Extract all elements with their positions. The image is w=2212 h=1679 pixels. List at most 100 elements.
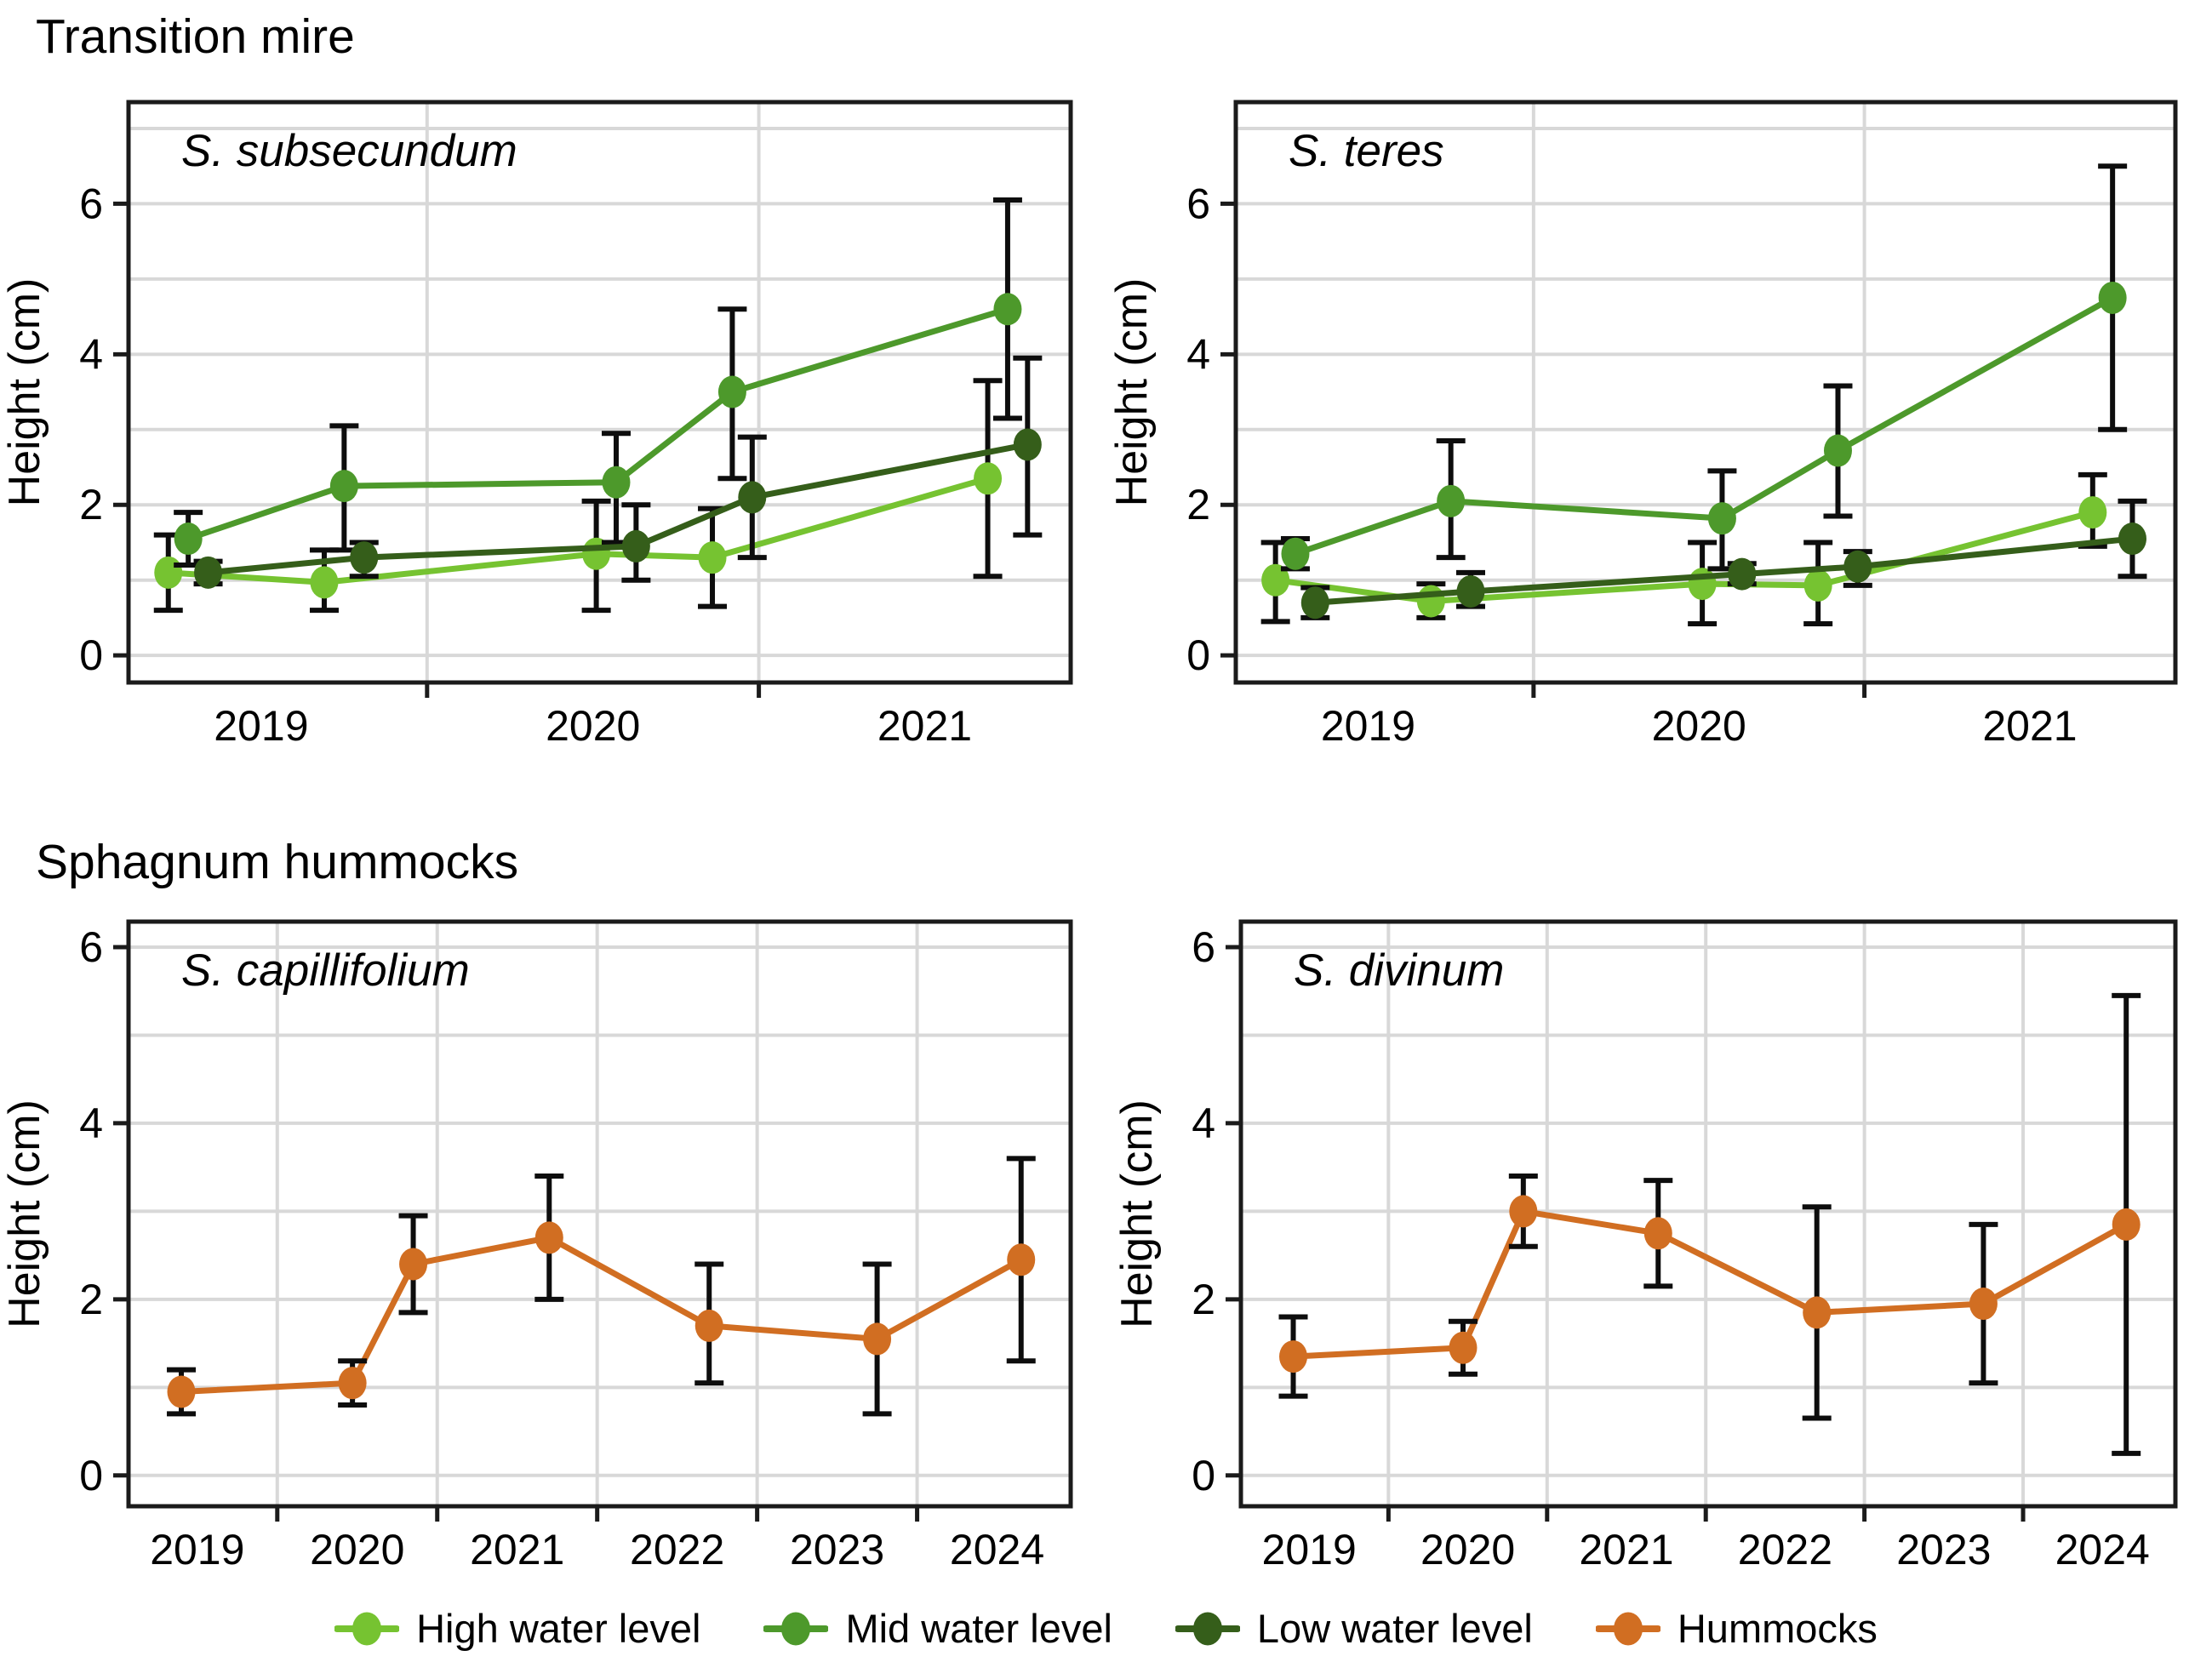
legend-label: Mid water level	[845, 1606, 1112, 1651]
y-tick-label: 4	[79, 330, 103, 378]
series-hummocks	[167, 1156, 1036, 1417]
tick-labels: 0 2 4 6 2019 2020 2021	[79, 180, 972, 750]
data-point	[1281, 537, 1310, 570]
data-point	[1823, 434, 1852, 467]
data-point	[1449, 1331, 1478, 1364]
y-tick-label: 0	[79, 631, 103, 679]
data-point	[329, 470, 358, 503]
gridlines	[129, 102, 1071, 682]
y-tick-label: 4	[79, 1099, 103, 1147]
series-line	[178, 1234, 1025, 1395]
markers-mid-water-level	[174, 293, 1022, 556]
chart-panel-s-capillifolium: 0 2 4 6 2019 2020 2021 2022 2023 2024 S. capillifo…	[0, 894, 1106, 1604]
high-water-level-marker-icon	[334, 1612, 400, 1645]
data-point	[694, 1309, 723, 1342]
panel-title: S. capillifolium	[181, 945, 470, 996]
x-tick-label: 2023	[790, 1526, 884, 1573]
data-point	[2118, 523, 2146, 556]
y-axis-title: Height (cm)	[1107, 278, 1157, 507]
legend-label: Hummocks	[1677, 1606, 1878, 1651]
panel-title: S. teres	[1289, 126, 1444, 176]
y-axis-title: Height (cm)	[1112, 1099, 1162, 1328]
series-low-water-level	[1300, 498, 2147, 620]
series-mid-water-level	[1280, 163, 2128, 572]
data-point	[1300, 586, 1329, 620]
x-tick-label: 2021	[1982, 702, 2077, 750]
data-point	[154, 556, 183, 589]
data-point	[1728, 557, 1757, 591]
x-tick-label: 2020	[1420, 1526, 1515, 1573]
series-low-water-level	[193, 355, 1043, 589]
panel-border	[1233, 100, 2178, 685]
x-tick-label: 2021	[1579, 1526, 1673, 1573]
legend-item-low-water-level: Low water level	[1175, 1605, 1533, 1652]
data-point	[2078, 496, 2107, 529]
data-point	[1688, 568, 1717, 601]
low-water-level-marker-icon	[1175, 1612, 1240, 1645]
data-point	[534, 1221, 563, 1254]
y-tick-label: 0	[1192, 1452, 1215, 1499]
axis-ticks	[113, 201, 762, 698]
data-point	[1416, 585, 1445, 618]
y-tick-label: 0	[79, 1452, 103, 1499]
x-tick-label: 2020	[310, 1526, 404, 1573]
data-point	[698, 541, 727, 574]
data-point	[1279, 1340, 1308, 1373]
y-tick-label: 2	[1192, 1276, 1215, 1323]
tick-labels: 0 2 4 6 2019 2020 2021	[1186, 180, 2077, 750]
data-point	[974, 462, 1003, 495]
error-bars-hummocks	[1278, 992, 2141, 1456]
error-bars-high-water-level	[1260, 471, 2107, 627]
y-tick-label: 6	[1186, 180, 1210, 227]
x-tick-label: 2022	[630, 1526, 724, 1573]
panel-border	[1238, 919, 2178, 1509]
x-tick-label: 2019	[1262, 1526, 1357, 1573]
data-point	[1803, 1296, 1832, 1329]
mid-water-level-marker-icon	[763, 1612, 829, 1645]
markers-low-water-level	[194, 428, 1042, 589]
series-mid-water-level	[174, 197, 1022, 568]
data-point	[338, 1367, 367, 1400]
markers-mid-water-level	[1281, 281, 2127, 570]
data-point	[310, 566, 339, 599]
legend-label: High water level	[416, 1606, 701, 1651]
data-point	[993, 293, 1022, 326]
chart-svg-s-capillifolium: 0 2 4 6 2019 2020 2021 2022 2023 2024 S. capillifo…	[0, 919, 1073, 1573]
x-tick-label: 2019	[1321, 702, 1415, 750]
x-tick-label: 2023	[1896, 1526, 1991, 1573]
legend-item-mid-water-level: Mid water level	[763, 1605, 1112, 1652]
y-axis-title: Height (cm)	[0, 278, 49, 507]
error-bars-hummocks	[167, 1156, 1036, 1417]
axis-ticks	[113, 945, 920, 1522]
data-point	[738, 481, 767, 514]
data-point	[174, 523, 203, 556]
section-heading-sphagnum-hummocks: Sphagnum hummocks	[36, 835, 519, 889]
data-point	[1261, 563, 1290, 597]
data-point	[621, 529, 650, 563]
markers-low-water-level	[1300, 523, 2146, 620]
data-point	[2098, 281, 2127, 314]
chart-svg-s-divinum: 0 2 4 6 2019 2020 2021 2022 2023 2024 S. divinum He…	[1112, 919, 2178, 1573]
data-point	[1707, 502, 1736, 535]
series-line	[1290, 1208, 2129, 1360]
x-tick-label: 2019	[150, 1526, 244, 1573]
error-bars-mid-water-level	[1280, 163, 2128, 572]
panel-title: S. subsecundum	[181, 126, 517, 176]
panel-title: S. divinum	[1294, 945, 1504, 996]
gridlines	[129, 922, 1071, 1506]
x-tick-label: 2020	[546, 702, 640, 750]
data-point	[1803, 568, 1832, 602]
data-point	[602, 465, 631, 499]
y-tick-label: 6	[1192, 923, 1215, 971]
data-point	[399, 1248, 428, 1281]
axis-ticks	[1226, 945, 2026, 1522]
series-high-water-level	[153, 378, 1003, 614]
x-tick-label: 2022	[1738, 1526, 1832, 1573]
gridlines	[1241, 922, 2175, 1506]
data-point	[1007, 1243, 1036, 1276]
y-tick-label: 2	[79, 1276, 103, 1323]
error-bars-high-water-level	[153, 378, 1003, 614]
x-tick-label: 2019	[214, 702, 308, 750]
data-point	[2112, 1208, 2141, 1241]
